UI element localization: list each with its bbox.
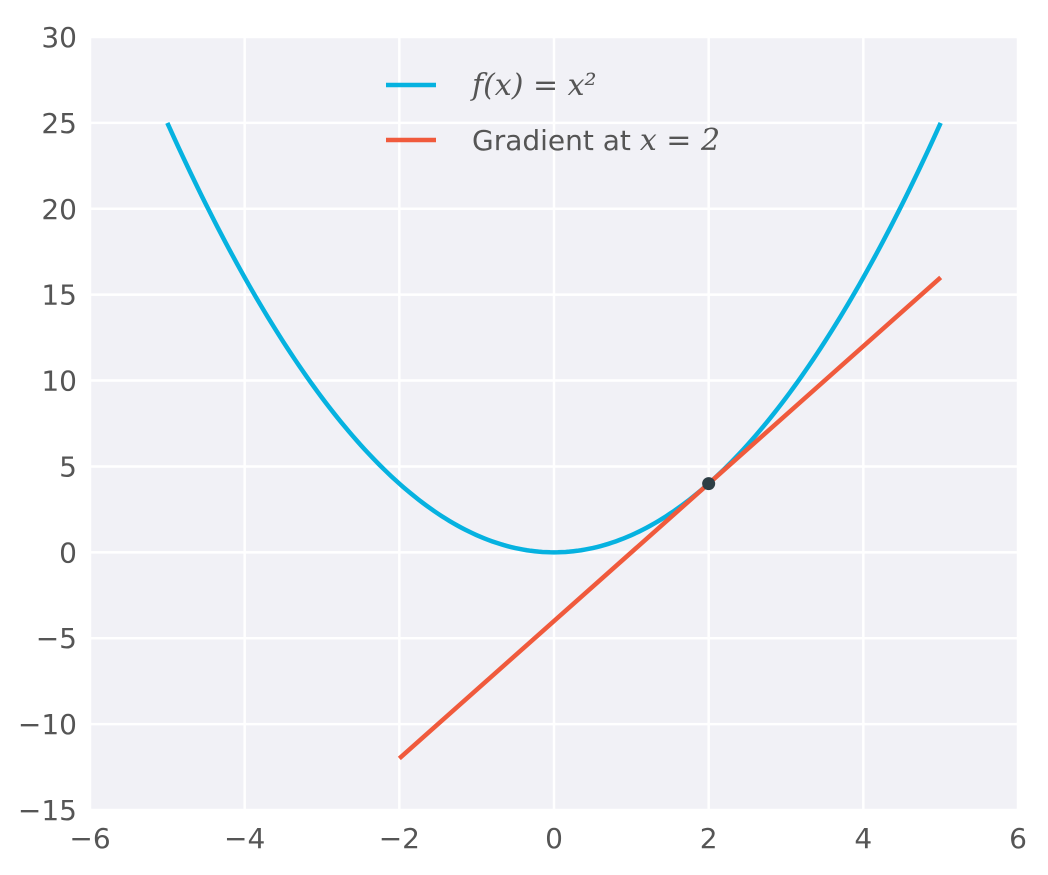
x-tick-label: −4 bbox=[224, 822, 265, 855]
points-layer bbox=[702, 477, 716, 491]
legend: f(x) = x² Gradient at x = 2 bbox=[386, 68, 720, 158]
y-tick-label: 20 bbox=[41, 193, 77, 226]
y-tick-label: 15 bbox=[41, 279, 77, 312]
legend-label: Gradient at x = 2 bbox=[472, 123, 720, 158]
y-tick-label: −15 bbox=[18, 794, 77, 827]
y-tick-label: 25 bbox=[41, 107, 77, 140]
series-line-tangent bbox=[397, 275, 943, 761]
y-axis-ticks: −15 −10 −5 0 5 10 15 20 25 30 bbox=[18, 21, 77, 827]
tangent-point bbox=[702, 477, 716, 491]
y-tick-label: 5 bbox=[59, 450, 77, 483]
y-tick-label: 0 bbox=[59, 536, 77, 569]
x-tick-label: −2 bbox=[379, 822, 420, 855]
legend-label: f(x) = x² bbox=[470, 68, 597, 103]
x-axis-ticks: −6 −4 −2 0 2 4 6 bbox=[69, 822, 1027, 855]
series-line-curve bbox=[165, 121, 943, 555]
x-tick-label: −6 bbox=[69, 822, 110, 855]
y-tick-label: −5 bbox=[36, 622, 77, 655]
y-tick-label: 30 bbox=[41, 21, 77, 54]
x-tick-label: 0 bbox=[545, 822, 563, 855]
x-tick-label: 6 bbox=[1009, 822, 1027, 855]
y-tick-label: −10 bbox=[18, 708, 77, 741]
x-tick-label: 4 bbox=[854, 822, 872, 855]
x-tick-label: 2 bbox=[700, 822, 718, 855]
y-tick-label: 10 bbox=[41, 365, 77, 398]
series-layer bbox=[165, 121, 943, 761]
